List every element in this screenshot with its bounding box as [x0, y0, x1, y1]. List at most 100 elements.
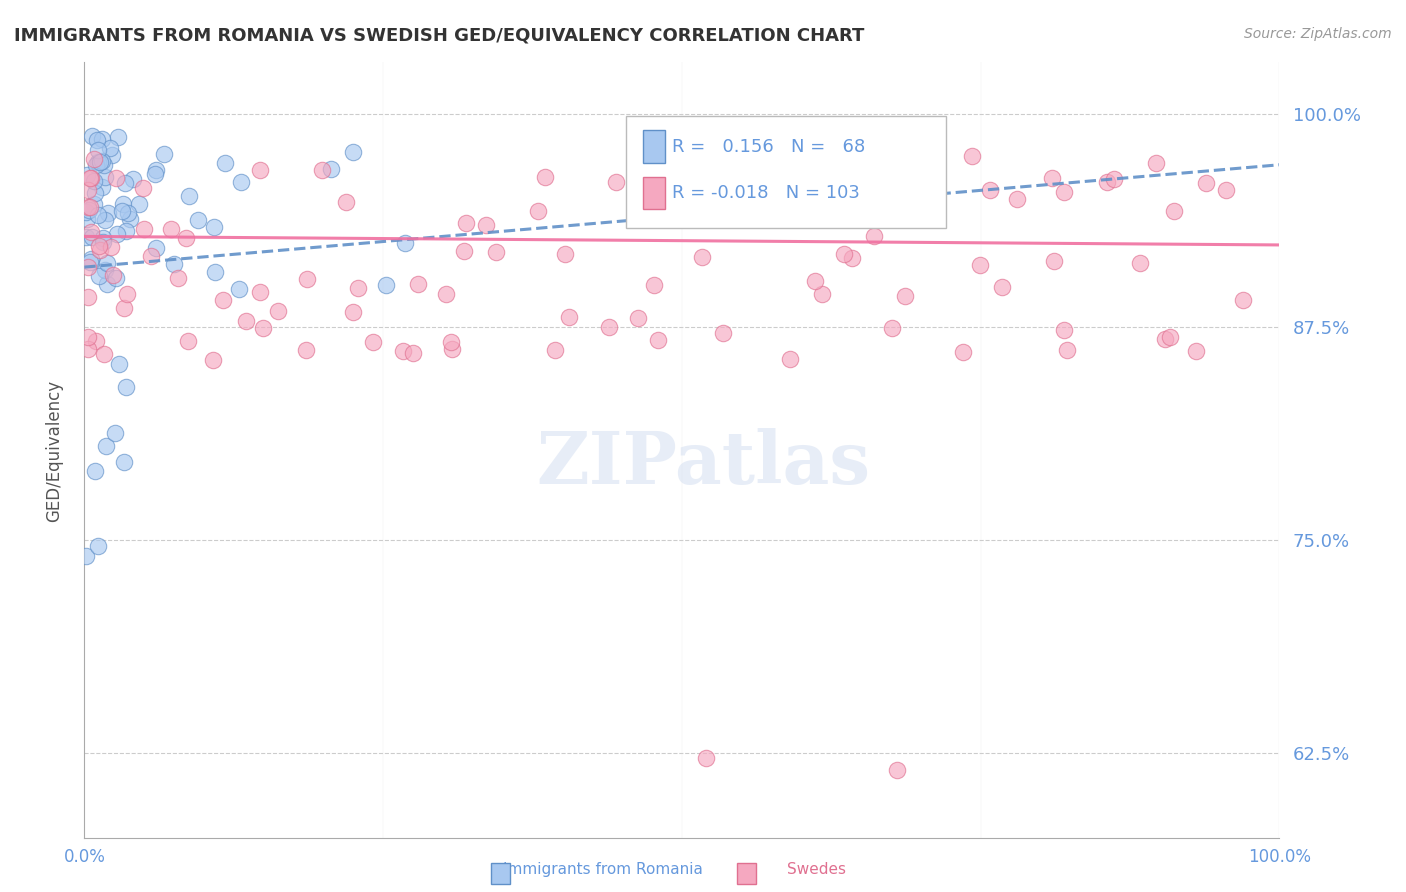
Point	[886, 764, 908, 778]
Point	[527, 204, 550, 219]
Point	[77, 200, 100, 214]
Point	[475, 218, 498, 232]
Point	[810, 287, 832, 301]
Point	[214, 156, 236, 170]
Point	[643, 278, 665, 293]
Point	[80, 129, 103, 144]
Point	[94, 263, 117, 277]
Point	[832, 246, 855, 260]
Point	[627, 310, 650, 325]
Point	[163, 257, 186, 271]
Point	[249, 162, 271, 177]
Point	[159, 222, 181, 236]
Point	[80, 252, 103, 266]
Point	[558, 310, 581, 324]
Point	[880, 321, 903, 335]
Point	[117, 206, 139, 220]
Point	[402, 346, 425, 360]
Point	[319, 161, 342, 176]
Point	[297, 272, 319, 286]
Point	[86, 539, 108, 553]
Point	[235, 314, 257, 328]
Point	[647, 333, 669, 347]
Point	[77, 330, 100, 344]
Point	[91, 154, 114, 169]
Point	[77, 342, 100, 356]
Point	[83, 153, 105, 167]
Point	[105, 227, 128, 242]
Point	[141, 249, 163, 263]
Point	[212, 293, 235, 307]
Text: R = -0.018   N = 103: R = -0.018 N = 103	[672, 184, 859, 202]
Point	[132, 180, 155, 194]
Point	[880, 171, 903, 186]
Point	[796, 195, 818, 210]
Point	[862, 229, 884, 244]
Point	[90, 179, 112, 194]
Point	[89, 243, 111, 257]
Text: Source: ZipAtlas.com: Source: ZipAtlas.com	[1244, 27, 1392, 41]
Point	[96, 439, 118, 453]
Point	[132, 221, 155, 235]
Point	[1053, 323, 1076, 337]
Point	[115, 286, 138, 301]
Text: Immigrants from Romania: Immigrants from Romania	[503, 863, 703, 877]
Point	[87, 143, 110, 157]
Point	[804, 274, 827, 288]
Point	[347, 280, 370, 294]
Point	[841, 251, 863, 265]
Point	[228, 282, 250, 296]
Point	[101, 148, 124, 162]
Point	[77, 202, 100, 217]
Point	[187, 213, 209, 227]
Point	[75, 229, 97, 244]
Point	[952, 345, 974, 359]
Point	[1215, 183, 1237, 197]
Point	[202, 220, 225, 235]
Point	[1159, 329, 1181, 343]
Point	[1163, 204, 1185, 219]
Point	[93, 347, 115, 361]
Point	[534, 169, 557, 184]
Point	[295, 343, 318, 358]
Point	[1128, 256, 1150, 270]
Point	[454, 216, 477, 230]
Point	[441, 342, 464, 356]
Point	[252, 321, 274, 335]
Point	[91, 235, 114, 249]
Point	[485, 245, 508, 260]
Point	[779, 352, 801, 367]
Point	[342, 305, 364, 319]
Point	[969, 258, 991, 272]
Point	[1095, 174, 1118, 188]
Point	[83, 186, 105, 201]
Point	[143, 167, 166, 181]
Point	[112, 455, 135, 469]
Point	[84, 158, 107, 172]
Point	[79, 254, 101, 268]
Point	[1154, 332, 1177, 346]
Point	[87, 268, 110, 283]
Point	[76, 168, 98, 182]
Point	[924, 186, 946, 200]
Text: R =   0.156   N =   68: R = 0.156 N = 68	[672, 137, 865, 155]
Point	[104, 425, 127, 440]
Point	[440, 335, 463, 350]
Point	[84, 464, 107, 478]
Point	[96, 277, 118, 291]
Point	[690, 250, 713, 264]
Point	[1043, 254, 1066, 268]
Point	[83, 196, 105, 211]
Point	[107, 357, 129, 371]
Text: ZIPatlas: ZIPatlas	[536, 428, 870, 500]
Point	[89, 154, 111, 169]
Point	[1052, 185, 1074, 199]
Point	[394, 235, 416, 250]
Point	[77, 290, 100, 304]
Point	[311, 163, 333, 178]
Point	[77, 183, 100, 197]
Point	[75, 549, 97, 563]
Point	[960, 149, 983, 163]
Point	[100, 240, 122, 254]
Point	[79, 200, 101, 214]
